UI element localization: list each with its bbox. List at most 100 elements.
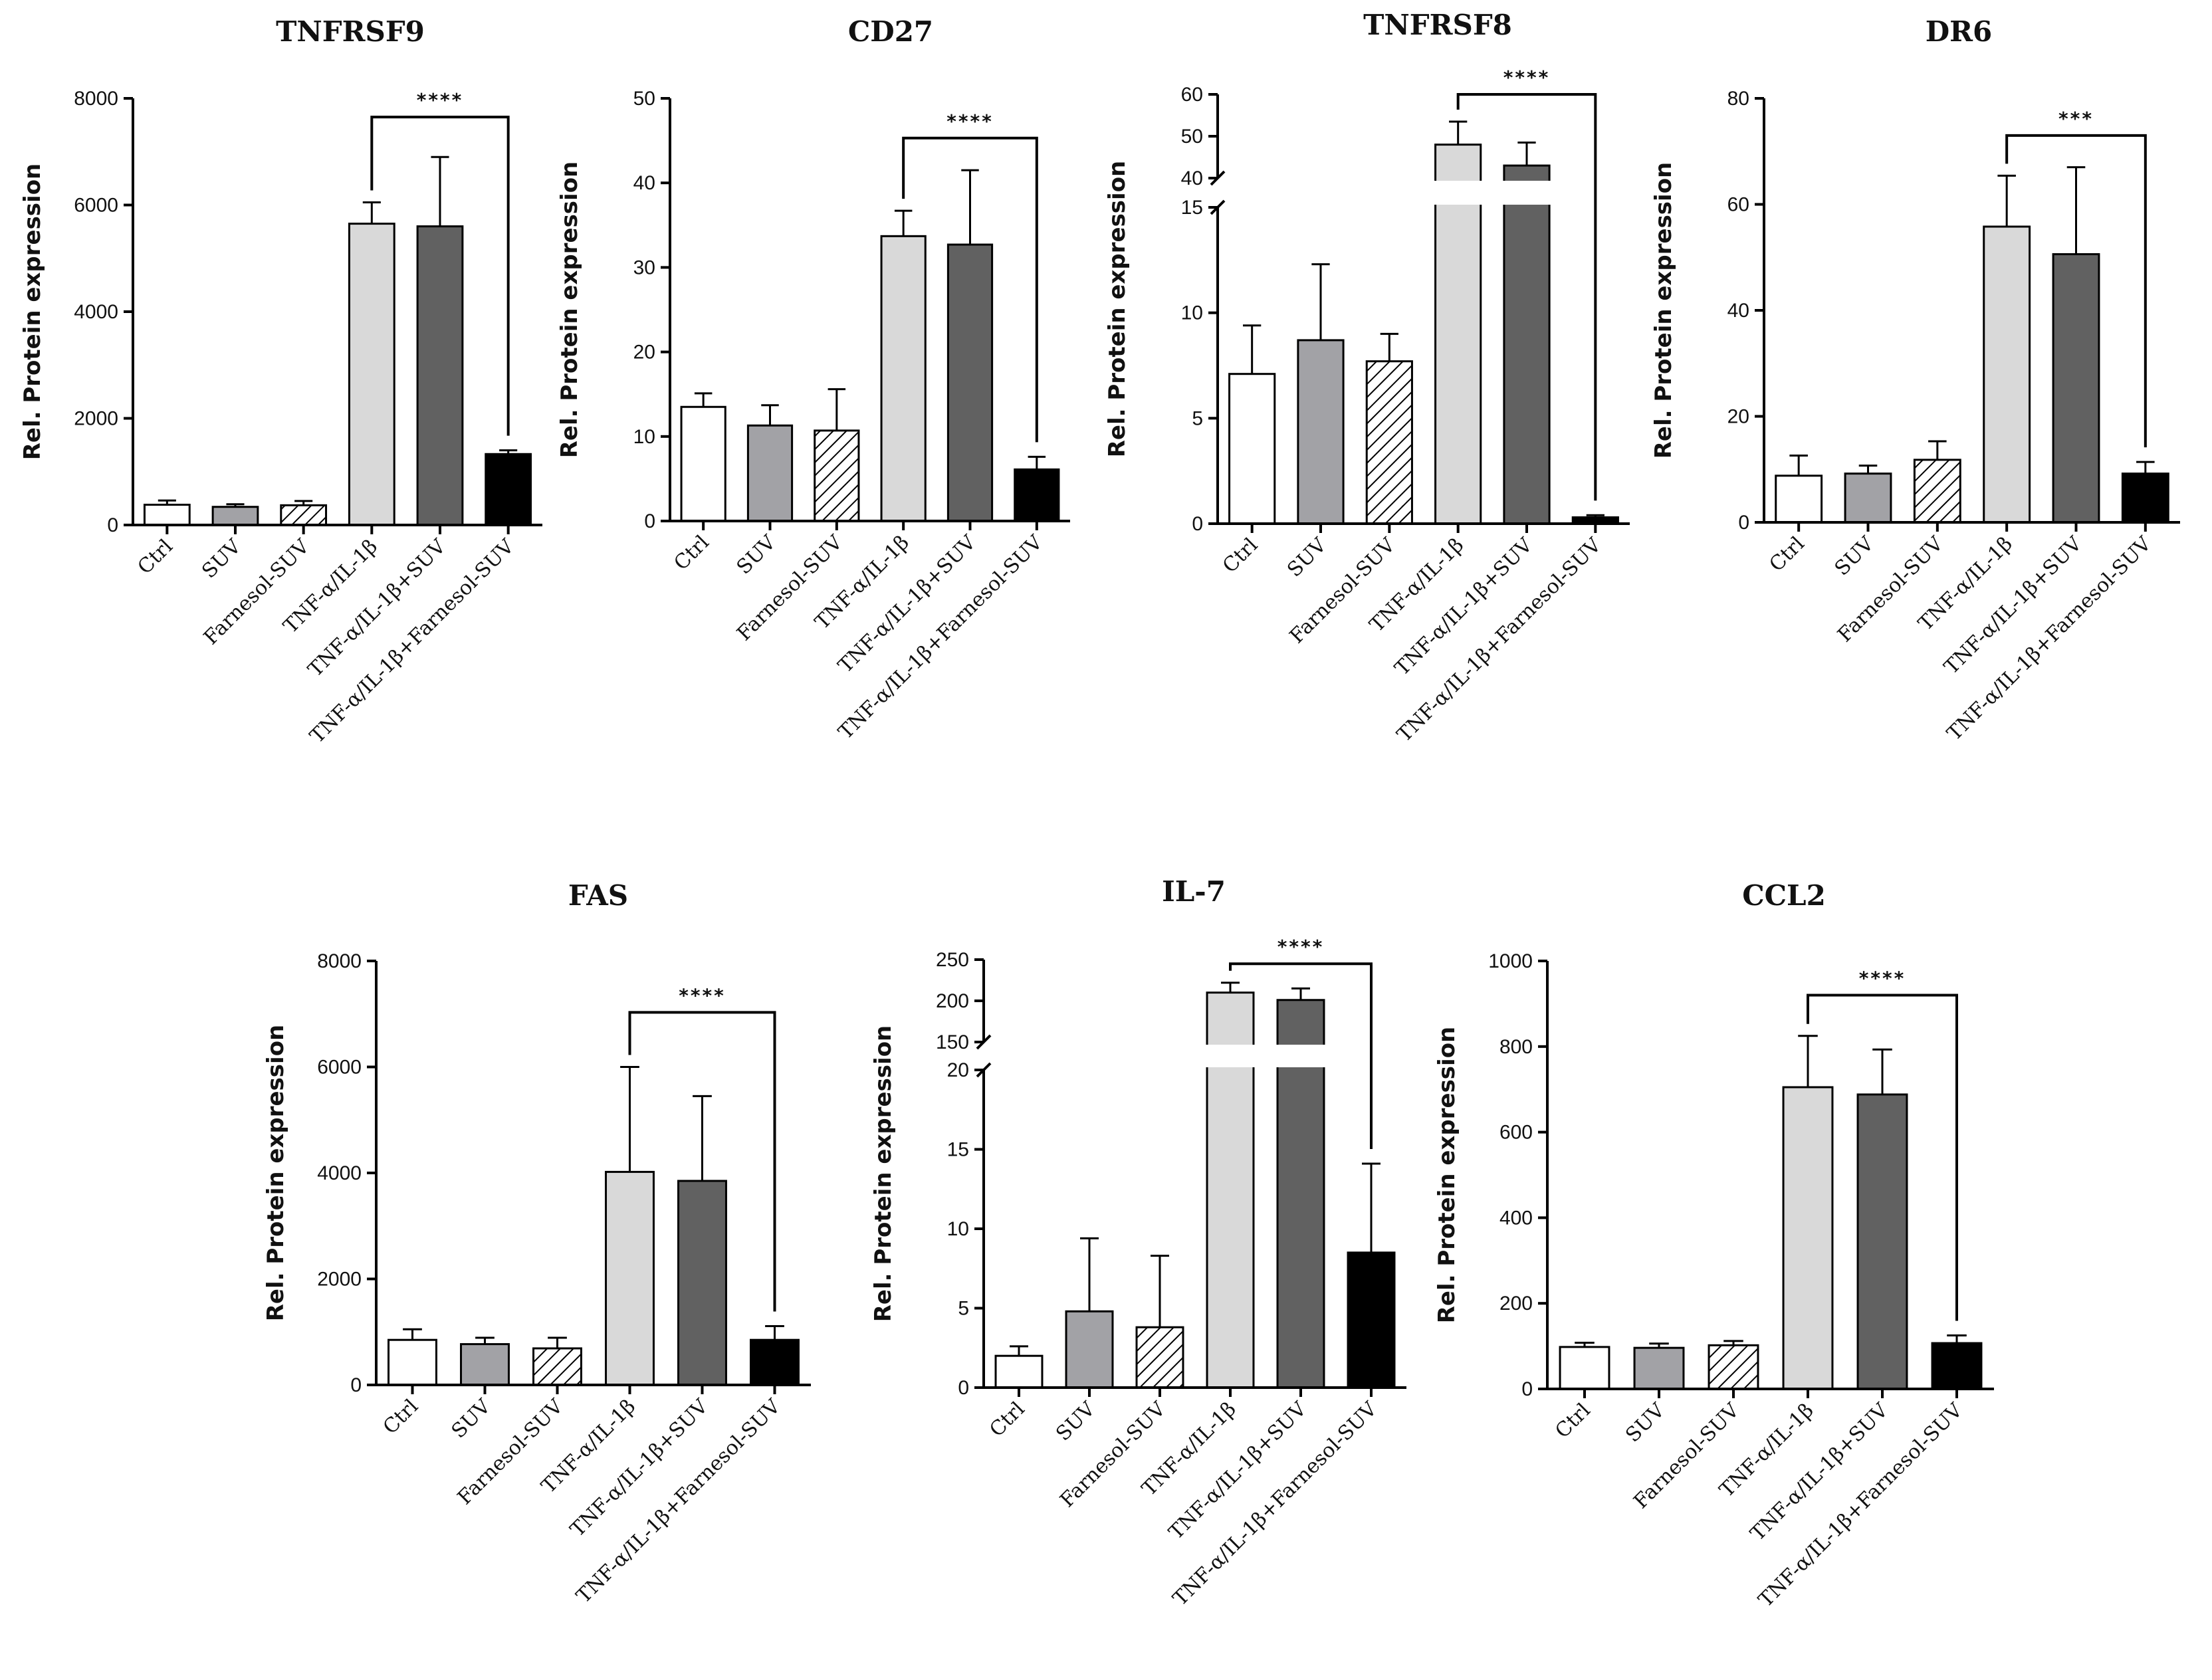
bar-2 [211, 506, 259, 526]
y-tick-label: 0 [1521, 1378, 1533, 1400]
significance-label: **** [1503, 66, 1551, 88]
x-tick-label: Ctrl [985, 1398, 1029, 1441]
significance-bracket [1807, 994, 1958, 1321]
error-bar-4 [362, 201, 381, 224]
x-tick-label: Ctrl [669, 531, 713, 575]
bar-1 [1775, 474, 1823, 524]
significance-label: **** [1859, 968, 1906, 990]
error-bar-1 [403, 1328, 422, 1340]
significance-bracket [1456, 93, 1597, 501]
error-bar-2 [475, 1336, 495, 1344]
x-tick-label: Ctrl [1551, 1399, 1595, 1443]
bar-4 [1983, 225, 2031, 524]
y-tick-label: 5 [1192, 407, 1203, 429]
significance-label: **** [1277, 936, 1325, 958]
error-bar-1 [158, 499, 176, 505]
x-tick-label: Ctrl [1765, 532, 1809, 576]
significance-label: **** [417, 89, 464, 111]
bar-5 [416, 225, 464, 526]
y-tick-label: 800 [1499, 1036, 1533, 1058]
chart-title: DR6 [1926, 15, 1993, 48]
bar-4 [605, 1170, 655, 1386]
bar-4 [1434, 144, 1482, 525]
error-bar-2 [1649, 1342, 1669, 1348]
x-tick-label: TNF-α/IL-1β+SUV [1746, 1398, 1894, 1546]
error-bar-6 [1947, 1334, 1967, 1344]
axis-break-gap [1208, 181, 1630, 205]
chart-title: CCL2 [1742, 879, 1826, 912]
y-axis-label: Rel. Protein expression [870, 1025, 897, 1322]
bar-6 [1931, 1342, 1983, 1390]
error-bar-5 [1872, 1048, 1892, 1095]
y-tick-label: 15 [947, 1139, 969, 1161]
bar-3 [814, 429, 860, 522]
x-tick-label: Ctrl [134, 535, 177, 579]
x-tick-label: SUV [447, 1394, 496, 1443]
x-tick-label: SUV [1621, 1398, 1670, 1447]
error-bar-4 [1221, 982, 1240, 993]
chart-panel-tnfrsf9: TNFRSF9 Rel. Protein expression 0 2000 4000 6… [19, 15, 542, 748]
y-axis-label: Rel. Protein expression [263, 1025, 289, 1322]
y-tick-label: 80 [1727, 88, 1749, 110]
bar-1 [680, 405, 726, 522]
bar-3 [280, 504, 328, 526]
y-tick-label: 0 [107, 514, 118, 536]
y-tick-label: 40 [633, 172, 655, 194]
x-tick-label: SUV [1051, 1397, 1100, 1445]
y-tick-label: 0 [1738, 512, 1749, 534]
significance-bracket [370, 116, 510, 436]
x-tick-label: SUV [1283, 533, 1331, 581]
y-tick-label: 6000 [317, 1057, 362, 1079]
y-tick-label: 600 [1499, 1122, 1533, 1144]
chart-panel-dr6: DR6 Rel. Protein expression 0 20 40 60 80 Ctrl S… [1650, 15, 2180, 746]
error-bar-4 [1449, 120, 1468, 145]
error-bar-2 [1311, 263, 1330, 340]
error-bar-4 [1997, 174, 2016, 227]
bar-3 [1913, 459, 1961, 524]
bar-1 [1228, 373, 1276, 525]
y-tick-label: 30 [633, 257, 655, 278]
y-tick-label: 50 [633, 88, 655, 110]
significance-label: **** [679, 984, 726, 1006]
significance-bracket [902, 136, 1038, 443]
bar-3 [532, 1347, 582, 1386]
bar-5 [2052, 253, 2100, 524]
error-bar-1 [1575, 1341, 1595, 1347]
axis-break-gap [974, 1045, 1406, 1067]
y-axis-label: Rel. Protein expression [19, 163, 46, 461]
chart-panel-ccl2: CCL2 Rel. Protein expression 0 200 400 600 800… [1434, 879, 1994, 1612]
y-tick-label: 20 [633, 342, 655, 364]
error-bar-4 [620, 1066, 639, 1172]
y-tick-label: 200 [1499, 1293, 1533, 1314]
error-bar-3 [1928, 440, 1947, 460]
x-tick-label: SUV [197, 534, 246, 583]
error-bar-6 [2136, 461, 2155, 474]
y-tick-label: 40 [1181, 167, 1203, 189]
bar-6 [750, 1338, 800, 1386]
bar-2 [746, 424, 794, 522]
error-bar-6 [765, 1324, 784, 1340]
error-bar-5 [961, 169, 979, 245]
chart-panel-tnfrsf8: TNFRSF8 Rel. Protein expression 0 5 10 15 40 50… [1104, 9, 1630, 747]
y-tick-label: 50 [1181, 126, 1203, 148]
bar-1 [1559, 1346, 1610, 1390]
y-tick-label: 2000 [74, 408, 118, 430]
error-bar-3 [1723, 1340, 1743, 1346]
y-tick-label: 150 [936, 1031, 969, 1053]
chart-panel-il-7: IL-7 Rel. Protein expression 0 5 10 15 20 150 20… [870, 875, 1406, 1611]
chart-title: TNFRSF9 [276, 15, 425, 48]
bar-3 [1135, 1326, 1184, 1389]
x-tick-label: TNF-α/IL-1β+SUV [566, 1394, 713, 1542]
bar-5 [1503, 164, 1551, 525]
significance-bracket [1229, 962, 1373, 1150]
error-bar-2 [1858, 465, 1878, 474]
y-tick-label: 400 [1499, 1207, 1533, 1229]
y-tick-label: 10 [1181, 302, 1203, 324]
error-bar-6 [499, 449, 518, 455]
bar-2 [1633, 1346, 1685, 1390]
y-tick-label: 10 [947, 1218, 969, 1240]
y-tick-label: 4000 [317, 1162, 362, 1184]
y-tick-label: 20 [1727, 406, 1749, 428]
x-tick-label: Ctrl [379, 1395, 423, 1439]
